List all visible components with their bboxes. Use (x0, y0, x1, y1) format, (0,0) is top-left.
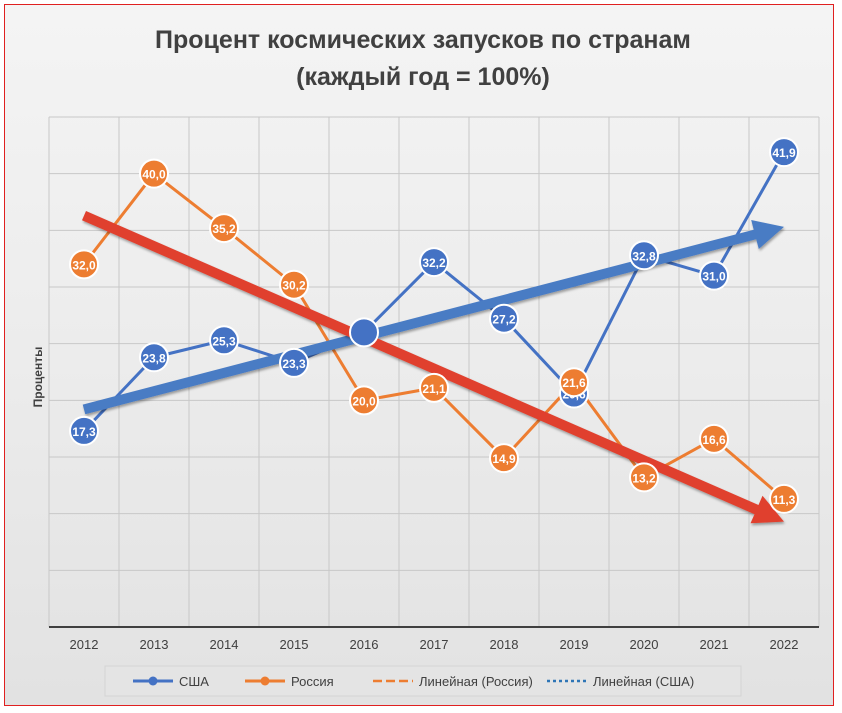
legend-label: Россия (291, 674, 334, 689)
data-label-russia: 40,0 (142, 168, 166, 182)
data-label-russia: 11,3 (773, 493, 796, 507)
data-point-russia (209, 213, 239, 244)
data-label-russia: 16,6 (702, 433, 726, 447)
x-tick-label: 2015 (280, 637, 309, 652)
data-point-russia (419, 372, 449, 403)
data-label-usa: 23,3 (282, 357, 306, 371)
legend-marker (260, 676, 270, 686)
trend-arrows (82, 211, 784, 524)
x-axis: 2012 2013 2014 2015 2016 2017 2018 2019 2020 2021… (49, 626, 819, 652)
x-tick-label: 2012 (70, 637, 99, 652)
data-label-russia: 20,0 (352, 394, 376, 408)
legend-label: США (179, 674, 209, 689)
chart-title-line1: Процент космических запусков по странам (155, 26, 691, 54)
data-label-usa: 32,2 (422, 256, 446, 270)
chart-title-line2: (каждый год = 100%) (296, 63, 550, 91)
x-tick-label: 2014 (210, 637, 239, 652)
data-point-usa (349, 317, 379, 348)
x-tick-label: 2019 (560, 637, 589, 652)
data-point-russia (769, 483, 799, 514)
grid (48, 116, 820, 628)
chart-canvas: Процент космических запусков по странам … (31, 26, 820, 697)
chart-frame: Процент космических запусков по странам … (4, 4, 834, 706)
data-point-russia (139, 158, 169, 189)
data-point-usa (279, 347, 309, 378)
data-point-usa (699, 260, 729, 291)
legend-label: Линейная (Россия) (419, 674, 533, 689)
data-point-usa (489, 303, 519, 334)
data-point-usa (629, 240, 659, 271)
series-markers: 17,323,825,323,332,227,220,632,831,041,9… (69, 137, 799, 514)
legend-item: Линейная (Россия) (373, 674, 533, 689)
x-tick-label: 2022 (770, 637, 799, 652)
legend-item: Россия (245, 674, 334, 689)
data-point-russia (279, 269, 309, 300)
x-tick-label: 2016 (350, 637, 379, 652)
data-label-russia: 35,2 (212, 222, 236, 236)
data-label-russia: 32,0 (72, 258, 96, 272)
data-label-russia: 13,2 (632, 471, 656, 485)
legend: США Россия Линейная (Россия) Линейная (США) (104, 665, 742, 697)
data-label-usa: 23,8 (142, 351, 166, 365)
data-point-usa (769, 137, 799, 168)
data-label-russia: 21,6 (562, 376, 586, 390)
data-label-russia: 21,1 (422, 382, 446, 396)
legend-box (104, 665, 742, 697)
trend-arrow-russia (82, 211, 784, 524)
data-label-usa: 32,8 (632, 249, 656, 263)
x-tick-label: 2020 (630, 637, 659, 652)
data-point-usa (419, 247, 449, 278)
data-point-russia (699, 423, 729, 454)
data-label-russia: 14,9 (492, 452, 516, 466)
data-point-russia (489, 443, 519, 474)
data-label-usa: 17,3 (72, 425, 96, 439)
data-label-usa: 27,2 (492, 313, 516, 327)
trend-arrow-usa (82, 220, 784, 415)
y-axis-label: Проценты (31, 347, 45, 408)
legend-item: США (133, 674, 209, 689)
data-point-russia (69, 249, 99, 280)
data-point-usa (69, 415, 99, 446)
data-point-russia (629, 462, 659, 493)
data-label-usa: 31,0 (702, 270, 726, 284)
x-tick-label: 2013 (140, 637, 169, 652)
data-label-usa: 41,9 (772, 146, 796, 160)
data-point-russia (349, 385, 379, 416)
x-tick-label: 2021 (700, 637, 729, 652)
data-point-usa (209, 325, 239, 356)
data-point-usa (139, 342, 169, 373)
data-point-russia (559, 367, 589, 398)
x-tick-label: 2017 (420, 637, 449, 652)
legend-item: Линейная (США) (547, 674, 694, 689)
data-label-russia: 30,2 (282, 279, 306, 293)
x-tick-label: 2018 (490, 637, 519, 652)
data-label-usa: 25,3 (212, 334, 236, 348)
legend-marker (148, 676, 158, 686)
legend-label: Линейная (США) (593, 674, 694, 689)
